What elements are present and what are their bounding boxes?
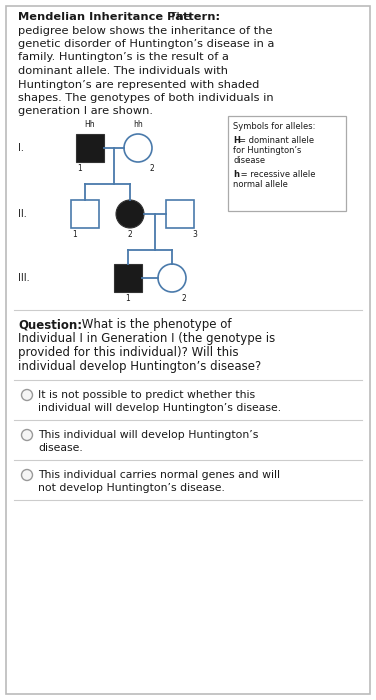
Text: Huntington’s are represented with shaded: Huntington’s are represented with shaded	[18, 80, 259, 90]
Bar	[71, 200, 99, 228]
Text: hh: hh	[133, 120, 143, 129]
Text: 3: 3	[192, 230, 197, 239]
Circle shape	[21, 470, 32, 480]
Text: III.: III.	[18, 273, 30, 283]
Text: 2: 2	[150, 164, 155, 173]
Text: normal allele: normal allele	[233, 180, 288, 189]
Text: I.: I.	[18, 143, 24, 153]
Circle shape	[21, 389, 32, 400]
Text: Question:: Question:	[18, 318, 82, 331]
Text: This individual carries normal genes and will: This individual carries normal genes and…	[38, 470, 280, 480]
Text: family. Huntington’s is the result of a: family. Huntington’s is the result of a	[18, 52, 229, 62]
Text: individual develop Huntington’s disease?: individual develop Huntington’s disease?	[18, 360, 261, 373]
Text: Mendelian Inheritance Pattern:: Mendelian Inheritance Pattern:	[18, 12, 220, 22]
Circle shape	[158, 264, 186, 292]
Text: H: H	[233, 136, 240, 145]
FancyBboxPatch shape	[6, 6, 370, 694]
Circle shape	[124, 134, 152, 162]
Text: What is the phenotype of: What is the phenotype of	[78, 318, 232, 331]
Text: disease.: disease.	[38, 443, 83, 453]
FancyBboxPatch shape	[228, 116, 346, 211]
Text: pedigree below shows the inheritance of the: pedigree below shows the inheritance of …	[18, 25, 273, 36]
Text: 2: 2	[127, 230, 132, 239]
Text: = dominant allele: = dominant allele	[239, 136, 314, 145]
Text: = recessive allele: = recessive allele	[238, 170, 315, 179]
Text: not develop Huntington’s disease.: not develop Huntington’s disease.	[38, 483, 225, 493]
Text: h: h	[233, 170, 239, 179]
Text: for Huntington’s: for Huntington’s	[233, 146, 302, 155]
Text: This individual will develop Huntington’s: This individual will develop Huntington’…	[38, 430, 258, 440]
Text: It is not possible to predict whether this: It is not possible to predict whether th…	[38, 390, 255, 400]
Text: individual will develop Huntington’s disease.: individual will develop Huntington’s dis…	[38, 403, 281, 413]
Text: Symbols for alleles:: Symbols for alleles:	[233, 122, 315, 131]
Text: 1: 1	[77, 164, 82, 173]
Text: 1: 1	[125, 294, 130, 303]
Text: shapes. The genotypes of both individuals in: shapes. The genotypes of both individual…	[18, 93, 274, 103]
Bar	[76, 134, 104, 162]
Text: The: The	[166, 12, 191, 22]
Text: 1: 1	[72, 230, 77, 239]
Circle shape	[21, 430, 32, 440]
Text: generation I are shown.: generation I are shown.	[18, 106, 153, 116]
Text: genetic disorder of Huntington’s disease in a: genetic disorder of Huntington’s disease…	[18, 39, 274, 49]
Bar	[166, 200, 194, 228]
Text: 2: 2	[181, 294, 186, 303]
Text: disease: disease	[233, 156, 265, 165]
Text: provided for this individual)? Will this: provided for this individual)? Will this	[18, 346, 239, 359]
Bar	[114, 264, 142, 292]
Text: Individual I in Generation I (the genotype is: Individual I in Generation I (the genoty…	[18, 332, 275, 345]
Text: dominant allele. The individuals with: dominant allele. The individuals with	[18, 66, 228, 76]
Text: II.: II.	[18, 209, 27, 219]
Text: Hh: Hh	[85, 120, 95, 129]
Circle shape	[116, 200, 144, 228]
